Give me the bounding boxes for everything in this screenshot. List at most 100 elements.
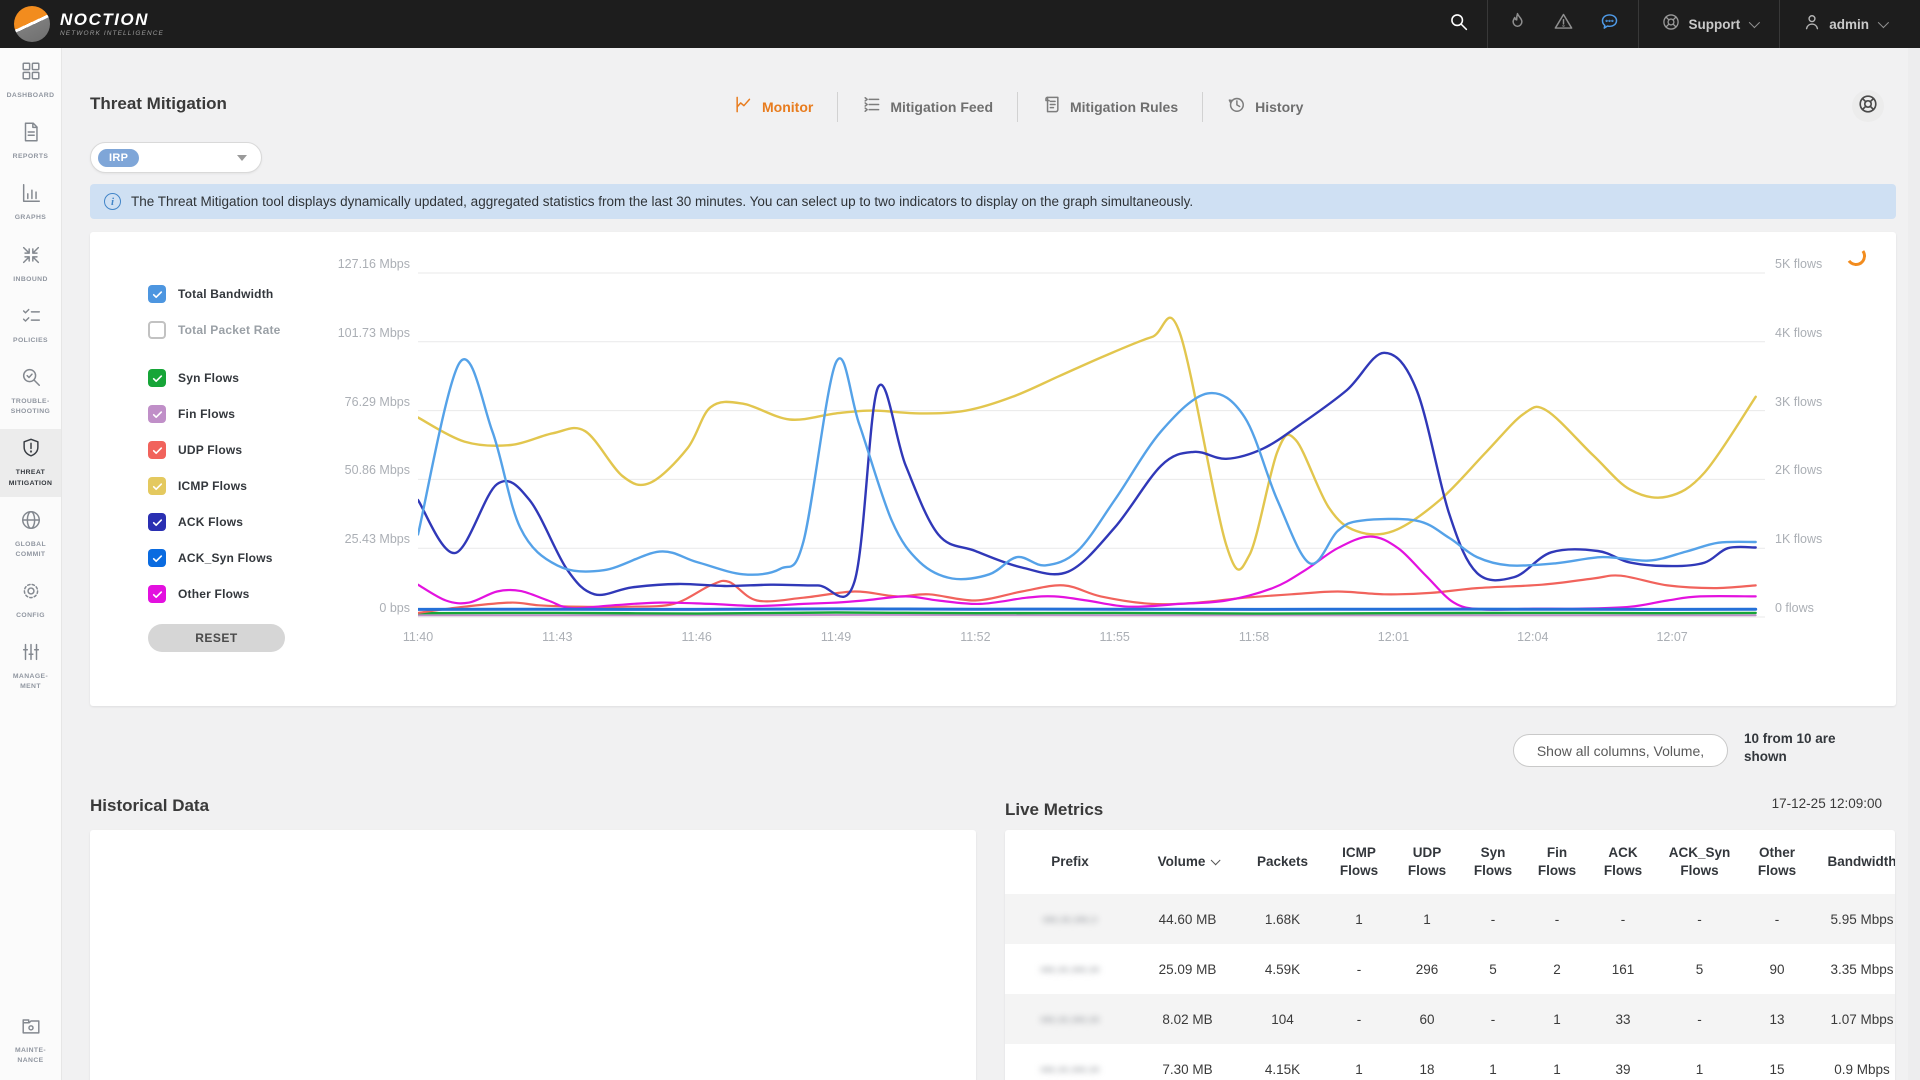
table-cell: 104 <box>1271 1011 1294 1027</box>
navbar-divider <box>1638 0 1640 48</box>
support-label: Support <box>1688 16 1741 32</box>
column-header-packets[interactable]: Packets <box>1256 854 1309 870</box>
table-cell: 4.59K <box>1264 961 1301 977</box>
threat-monitor-chart[interactable] <box>418 259 1765 619</box>
table-cell: 39 <box>1615 1061 1631 1077</box>
tab-mitigation-feed[interactable]: Mitigation Feed <box>838 94 1017 120</box>
column-header-ack-syn-flows[interactable]: ACK_Syn Flows <box>1668 845 1731 878</box>
sidebar-item-graphs[interactable]: GRAPHS <box>0 174 61 231</box>
column-header-icmp-flows[interactable]: ICMP Flows <box>1339 845 1379 878</box>
table-cell: - <box>1490 911 1496 927</box>
checkbox-checked-icon <box>148 441 166 459</box>
sidebar-item-threat-mitigation[interactable]: THREAT MITIGATION <box>0 429 61 497</box>
user-label: admin <box>1829 16 1869 32</box>
column-header-bandwidth[interactable]: Bandwidth <box>1827 854 1896 870</box>
x-axis-tick: 11:52 <box>960 630 991 644</box>
column-header-prefix[interactable]: Prefix <box>1051 854 1089 870</box>
sidebar-item-maintenance[interactable]: MAINTE- NANCE <box>0 1007 61 1074</box>
monitor-chart-card: Total Bandwidth Total Packet Rate Syn Flow… <box>90 232 1896 706</box>
legend-checkbox-udp-flows[interactable]: UDP Flows <box>148 432 281 468</box>
table-cell: 1.07 Mbps <box>1830 1011 1894 1027</box>
noction-logo-icon <box>14 6 50 42</box>
brand-logo[interactable]: NOCTION NETWORK INTELLIGENCE <box>0 6 164 42</box>
legend-label: Total Packet Rate <box>178 323 281 337</box>
table-cell: 296 <box>1415 961 1439 977</box>
sidebar-item-label: GLOBAL COMMIT <box>14 540 47 558</box>
series-udp-flows <box>418 574 1757 614</box>
management-icon <box>20 641 42 668</box>
tab-history[interactable]: History <box>1203 94 1327 120</box>
sidebar-item-troubleshooting[interactable]: TROUBLE- SHOOTING <box>0 358 61 425</box>
checkbox-checked-icon <box>148 477 166 495</box>
column-header-udp-flows[interactable]: UDP Flows <box>1407 845 1447 878</box>
legend-label: ICMP Flows <box>178 479 248 493</box>
table-cell: 3.35 Mbps <box>1830 961 1894 977</box>
y-axis-right-tick: 2K flows <box>1775 463 1823 477</box>
threat-mitigation-icon <box>20 437 42 464</box>
table-cell: 4.15K <box>1264 1061 1301 1077</box>
sidebar-item-policies[interactable]: POLICIES <box>0 297 61 354</box>
sidebar-item-dashboard[interactable]: DASHBOARD <box>0 52 61 109</box>
legend-checkbox-syn-flows[interactable]: Syn Flows <box>148 360 281 396</box>
column-header-ack-flows[interactable]: ACK Flows <box>1603 845 1643 878</box>
table-cell: 1.68K <box>1264 911 1301 927</box>
help-button[interactable] <box>1852 90 1884 122</box>
irp-badge: IRP <box>98 148 140 167</box>
sidebar-item-config[interactable]: CONFIG <box>0 572 61 629</box>
tab-divider <box>837 92 839 122</box>
column-header-other-flows[interactable]: Other Flows <box>1757 845 1797 878</box>
live-metrics-table: Prefix Volume Packets ICMP Flows UDP Flows Syn F… <box>1005 830 1895 1080</box>
column-header-fin-flows[interactable]: Fin Flows <box>1537 845 1577 878</box>
prefix-redacted: •••.••.•••.•• <box>1040 1061 1100 1077</box>
tab-monitor[interactable]: Monitor <box>710 94 837 120</box>
sidebar-item-reports[interactable]: REPORTS <box>0 113 61 170</box>
user-menu[interactable]: admin <box>1786 0 1902 48</box>
chat-button[interactable] <box>1586 0 1632 48</box>
column-header-volume[interactable]: Volume <box>1135 830 1240 894</box>
support-menu[interactable]: Support <box>1645 0 1773 48</box>
x-axis-tick: 12:01 <box>1377 630 1410 644</box>
table-cell: 5 <box>1695 961 1704 977</box>
scrollbar[interactable] <box>1908 48 1920 1080</box>
table-cell: 15 <box>1769 1061 1785 1077</box>
tab-divider <box>1017 92 1018 122</box>
search-button[interactable] <box>1435 0 1481 48</box>
events-button[interactable] <box>1494 0 1540 48</box>
legend-checkbox-fin-flows[interactable]: Fin Flows <box>148 396 281 432</box>
table-row[interactable]: •••.••.•••.•• 7.30 MB 4.15K 1 18 1 1 39 1 15 0.9 M… <box>1005 1044 1895 1080</box>
table-row[interactable]: •••.••.•••.•• 8.02 MB 104 - 60 - 1 33 - 13 1.07 Mb… <box>1005 994 1895 1044</box>
table-cell: 1 <box>1355 911 1363 927</box>
x-axis-tick: 12:07 <box>1656 630 1688 644</box>
column-header-syn-flows[interactable]: Syn Flows <box>1473 845 1513 878</box>
sidebar-item-global-commit[interactable]: GLOBAL COMMIT <box>0 501 61 568</box>
legend-checkbox-ack-flows[interactable]: ACK Flows <box>148 504 281 540</box>
tab-bar: Monitor Mitigation Feed Mitigation Rules Hi… <box>710 92 1327 122</box>
legend-checkbox-icmp-flows[interactable]: ICMP Flows <box>148 468 281 504</box>
legend-checkbox-other-flows[interactable]: Other Flows <box>148 576 281 612</box>
x-axis-tick: 11:58 <box>1238 630 1270 644</box>
legend-checkbox-total-packet-rate[interactable]: Total Packet Rate <box>148 312 281 348</box>
tab-mitigation-rules[interactable]: Mitigation Rules <box>1018 94 1202 120</box>
legend-label: ACK_Syn Flows <box>178 551 273 565</box>
y-axis-left-tick: 0 bps <box>379 601 410 615</box>
sidebar-item-management[interactable]: MANAGE- MENT <box>0 633 61 700</box>
main-content: Threat Mitigation Monitor Mitigation Feed… <box>62 48 1920 1080</box>
sidebar-item-inbound[interactable]: INBOUND <box>0 236 61 293</box>
series-ack-flows <box>418 351 1757 598</box>
alerts-button[interactable] <box>1540 0 1586 48</box>
reset-button[interactable]: RESET <box>148 624 285 652</box>
checkbox-checked-icon <box>148 513 166 531</box>
table-cell: - <box>1356 1011 1362 1027</box>
legend-checkbox-ack-syn-flows[interactable]: ACK_Syn Flows <box>148 540 281 576</box>
table-row[interactable]: •••.••.•••.•• 25.09 MB 4.59K - 296 5 2 161 5 90 3.… <box>1005 944 1895 994</box>
legend-checkbox-total-bandwidth[interactable]: Total Bandwidth <box>148 276 281 312</box>
table-row[interactable]: •••.••.•••.• 44.60 MB 1.68K 1 1 - - - - - 5.95 Mbp… <box>1005 894 1895 944</box>
page-title: Threat Mitigation <box>90 94 227 113</box>
table-cell: 1 <box>1355 1061 1363 1077</box>
monitor-icon <box>734 95 753 119</box>
table-cell: 2 <box>1553 961 1561 977</box>
columns-selector-button[interactable]: Show all columns, Volume, <box>1513 734 1728 767</box>
sidebar: DASHBOARD REPORTS GRAPHS INBOUND POLICIES TRO… <box>0 48 62 1080</box>
routing-domain-select[interactable]: IRP <box>90 142 262 173</box>
table-cell: 18 <box>1419 1061 1435 1077</box>
